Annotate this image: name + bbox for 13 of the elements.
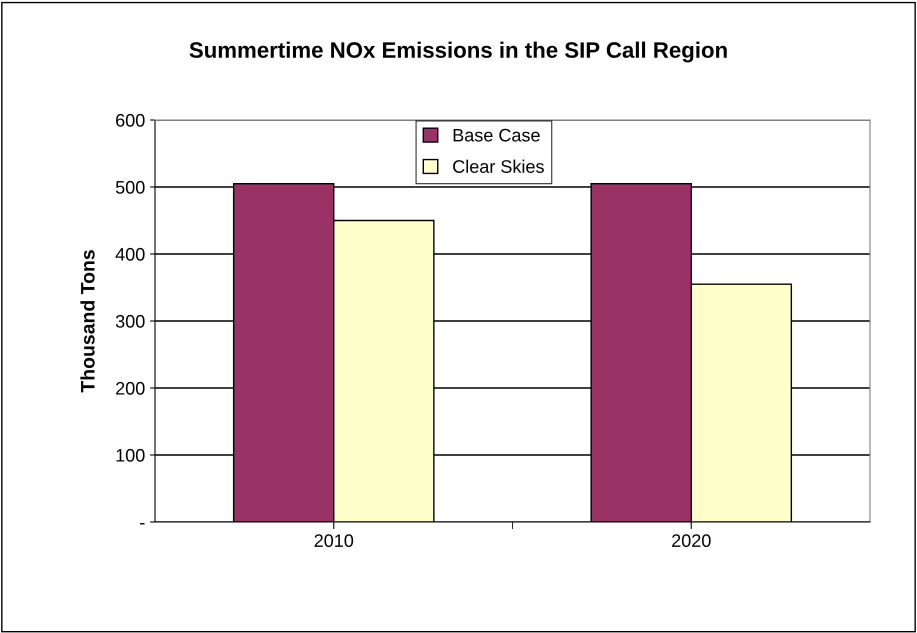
- y-tick-label: 100: [116, 448, 145, 462]
- y-tick-label: 500: [116, 180, 145, 194]
- legend-label: Base Case: [454, 128, 540, 142]
- y-tick-label: 200: [116, 382, 145, 395]
- x-tick-label: 2010: [314, 534, 354, 548]
- legend-label: Clear Skies: [453, 160, 544, 173]
- y-axis-title: Thousand Tons: [80, 250, 95, 392]
- chart-title: Summertime NOx Emissions in the SIP Call Region: [190, 42, 727, 62]
- y-tick-label: 400: [116, 248, 145, 261]
- y-tick-label: -: [140, 523, 144, 524]
- y-tick-label: 600: [116, 114, 145, 127]
- x-tick-label: 2020: [672, 534, 711, 548]
- y-tick-label: 300: [116, 314, 145, 328]
